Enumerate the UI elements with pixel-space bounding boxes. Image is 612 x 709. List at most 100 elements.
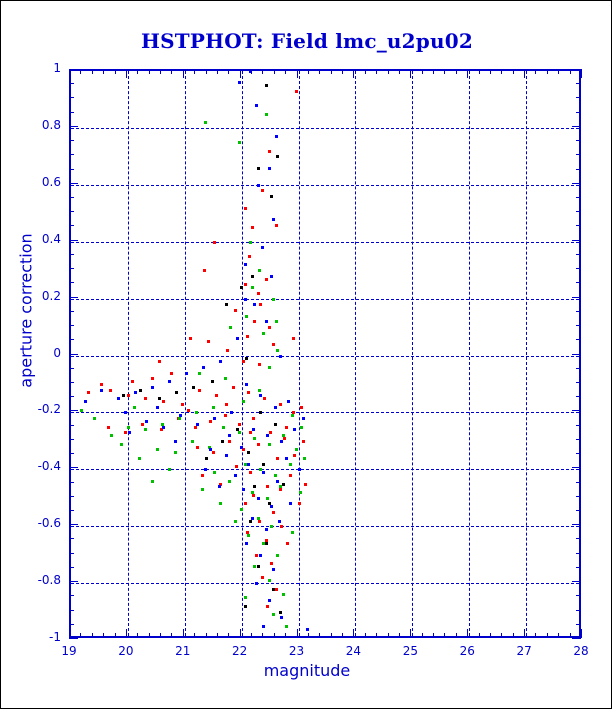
scatter-point	[283, 437, 287, 440]
y-minor-tick-right	[576, 538, 581, 540]
scatter-point	[156, 405, 160, 409]
scatter-point	[256, 291, 260, 295]
x-minor-tick-top	[262, 69, 264, 74]
scatter-point	[264, 528, 268, 532]
scatter-point	[270, 525, 274, 529]
scatter-point	[141, 422, 145, 426]
scatter-point	[275, 155, 279, 159]
scatter-point	[264, 84, 268, 88]
scatter-point	[246, 334, 250, 338]
scatter-point	[223, 377, 227, 381]
scatter-point	[239, 508, 243, 512]
scatter-point	[150, 385, 154, 389]
scatter-point	[249, 519, 253, 523]
x-minor-tick-top	[342, 69, 344, 74]
x-minor-tick-top	[251, 69, 253, 74]
scatter-point	[252, 493, 256, 497]
scatter-point	[203, 121, 207, 125]
scatter-point	[236, 337, 240, 341]
scatter-point	[269, 431, 273, 435]
y-minor-tick	[69, 140, 74, 142]
scatter-point	[128, 431, 132, 435]
scatter-point	[287, 400, 291, 404]
scatter-point	[270, 562, 274, 566]
scatter-point	[222, 425, 226, 429]
scatter-point	[262, 542, 266, 546]
y-minor-tick	[69, 396, 74, 398]
scatter-point	[232, 385, 236, 389]
x-major-tick-top	[239, 69, 241, 78]
x-major-tick	[239, 629, 241, 638]
x-minor-tick	[558, 633, 560, 638]
y-tick-label: 0.2	[41, 288, 61, 303]
x-minor-tick-top	[501, 69, 503, 74]
x-minor-tick-top	[535, 69, 537, 74]
gridline-horizontal	[71, 184, 579, 186]
scatter-point	[293, 428, 296, 432]
y-minor-tick-right	[576, 481, 581, 483]
scatter-point	[279, 402, 283, 406]
scatter-point	[258, 553, 262, 557]
gridline-horizontal	[71, 241, 579, 243]
scatter-point	[291, 411, 295, 415]
x-minor-tick	[319, 633, 321, 638]
x-major-tick	[467, 629, 469, 638]
x-minor-tick	[80, 633, 82, 638]
scatter-point	[122, 394, 126, 398]
scatter-point	[260, 246, 264, 250]
y-minor-tick	[69, 268, 74, 270]
y-minor-tick	[69, 111, 74, 113]
y-minor-tick	[69, 225, 74, 227]
y-major-tick	[69, 524, 78, 526]
scatter-point	[243, 297, 247, 301]
x-minor-tick	[216, 633, 218, 638]
x-minor-tick	[512, 633, 514, 638]
y-minor-tick-right	[576, 623, 581, 625]
x-major-tick	[410, 629, 412, 638]
scatter-point	[267, 365, 271, 369]
scatter-point	[267, 579, 271, 583]
scatter-point	[92, 417, 96, 421]
scatter-point	[228, 439, 232, 443]
scatter-point	[189, 337, 193, 341]
scatter-point	[184, 371, 188, 375]
x-minor-tick-top	[205, 69, 207, 74]
x-minor-tick	[489, 633, 491, 638]
x-minor-tick	[376, 633, 378, 638]
scatter-point	[219, 502, 223, 506]
scatter-point	[256, 166, 260, 170]
scatter-point	[245, 357, 249, 361]
scatter-point	[249, 240, 253, 244]
scatter-point	[207, 445, 211, 449]
scatter-point	[297, 502, 301, 506]
x-minor-tick	[342, 633, 344, 638]
scatter-point	[211, 380, 215, 384]
x-minor-tick	[387, 633, 389, 638]
scatter-point	[162, 425, 166, 429]
scatter-point	[243, 206, 247, 210]
y-minor-tick-right	[576, 339, 581, 341]
scatter-point	[250, 274, 254, 278]
y-minor-tick	[69, 552, 74, 554]
x-major-tick	[353, 629, 355, 638]
scatter-point	[237, 422, 241, 426]
scatter-point	[162, 400, 166, 404]
x-tick-label: 28	[573, 644, 589, 658]
scatter-point	[158, 397, 162, 401]
scatter-point	[198, 388, 201, 392]
y-minor-tick-right	[576, 253, 581, 255]
scatter-point	[281, 434, 285, 438]
x-minor-tick-top	[171, 69, 173, 74]
x-major-tick	[125, 629, 127, 638]
y-minor-tick-right	[576, 225, 581, 227]
scatter-point	[200, 473, 204, 477]
scatter-point	[267, 166, 271, 170]
scatter-point	[106, 425, 110, 429]
scatter-point	[290, 530, 294, 534]
scatter-point	[266, 604, 270, 608]
y-minor-tick	[69, 83, 74, 85]
scatter-point	[289, 462, 293, 466]
y-major-tick	[69, 182, 78, 184]
scatter-point	[250, 226, 254, 230]
scatter-point	[275, 553, 279, 557]
